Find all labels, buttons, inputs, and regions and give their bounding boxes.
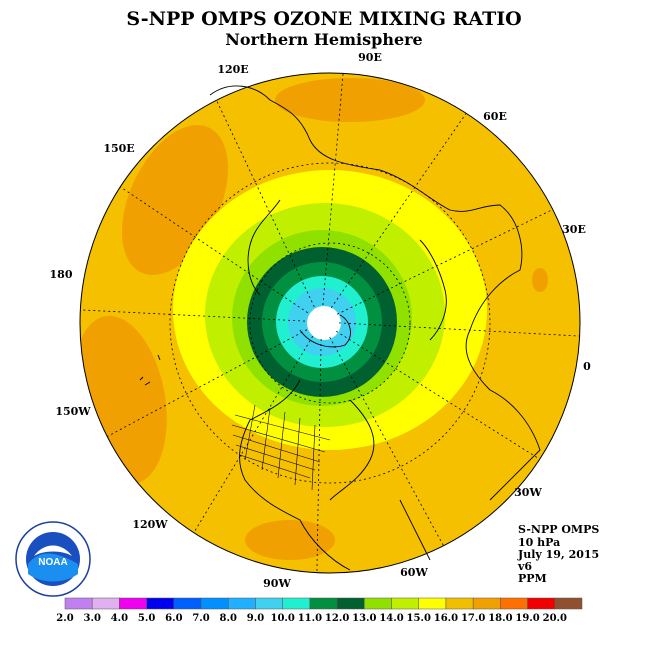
colorbar-tick-label: 4.0: [111, 613, 128, 624]
aleutians: [139, 354, 161, 386]
asia-east-coast: [247, 199, 281, 296]
meridian-line: [336, 330, 540, 460]
colorbar-swatch: [200, 597, 229, 610]
polar-night-gap: [307, 306, 341, 340]
page-subtitle: Northern Hemisphere: [225, 30, 423, 49]
lon-label-90e: 90E: [358, 51, 382, 64]
lon-label-60e: 60E: [483, 110, 507, 123]
coastlines: [139, 85, 541, 571]
colorbar-swatch: [364, 597, 392, 610]
colorbar: 2.0 3.0 4.0 5.0 6.0 7.0 8.0 9.0 10.0 11.0 12.0 13.0…: [56, 597, 583, 624]
colorbar-swatch: [418, 597, 447, 610]
europe-coast: [419, 239, 447, 341]
colorbar-swatch: [255, 597, 283, 610]
colorbar-swatch: [336, 597, 365, 610]
meridian-line: [216, 100, 315, 308]
colorbar-tick-label: 9.0: [247, 613, 264, 624]
colorbar-swatch: [64, 597, 93, 610]
colorbar-swatch: [500, 597, 528, 610]
colorbar-swatches: [64, 597, 583, 610]
colorbar-tick-label: 19.0: [515, 613, 539, 624]
colorbar-tick-label: 16.0: [434, 613, 458, 624]
ozone-field: [80, 73, 580, 573]
colorbar-swatch: [309, 597, 338, 610]
colorbar-tick-label: 13.0: [352, 613, 376, 624]
lon-label-30e: 30E: [562, 223, 586, 236]
colorbar-tick-label: 2.0: [56, 613, 73, 624]
longitude-labels: 90E 60E 30E 0 30W 60W 90W 120W 150W 180 …: [50, 51, 592, 590]
colorbar-swatch: [228, 597, 256, 610]
atlantic-coast: [329, 399, 375, 501]
colorbar-tick-label: 6.0: [165, 613, 182, 624]
colorbar-swatch: [391, 597, 419, 610]
colorbar-tick-label: 5.0: [138, 613, 155, 624]
colorbar-swatch: [282, 597, 311, 610]
meridian-line: [193, 336, 314, 533]
colorbar-tick-label: 8.0: [220, 613, 237, 624]
graticule: [169, 162, 491, 484]
lon-label-180: 180: [50, 268, 73, 281]
colorbar-tick-label: 18.0: [488, 613, 512, 624]
colorbar-ticks: 2.0 3.0 4.0 5.0 6.0 7.0 8.0 9.0 10.0 11.0 12.0 13.0…: [56, 613, 567, 624]
noaa-logo: NOAA: [15, 521, 91, 597]
colorbar-swatch: [119, 597, 147, 610]
colorbar-tick-label: 11.0: [298, 613, 322, 624]
colorbar-tick-label: 12.0: [325, 613, 349, 624]
colorbar-tick-label: 14.0: [379, 613, 403, 624]
us-state-lines: [231, 404, 331, 491]
colorbar-swatch: [472, 597, 501, 610]
colorbar-tick-label: 10.0: [271, 613, 295, 624]
patch-16-17: [532, 268, 548, 292]
colorbar-tick-label: 3.0: [84, 613, 101, 624]
patch-16-17: [275, 78, 425, 122]
meridian-line: [316, 338, 322, 573]
lon-label-30w: 30W: [514, 486, 542, 499]
page-title: S-NPP OMPS OZONE MIXING RATIO: [126, 8, 522, 30]
arctic-islands: [299, 314, 351, 348]
colorbar-swatch: [146, 597, 175, 610]
lon-label-150w: 150W: [55, 405, 91, 418]
info-units: PPM: [518, 572, 547, 585]
info-level: 10 hPa: [518, 536, 561, 549]
patch-16-17: [245, 520, 335, 560]
lon-label-120e: 120E: [217, 63, 248, 76]
info-version: v6: [518, 560, 533, 573]
south-america-coast: [399, 499, 431, 561]
lon-label-60w: 60W: [400, 566, 428, 579]
north-america-coast: [239, 379, 351, 571]
info-date: July 19, 2015: [518, 548, 600, 561]
lon-label-150e: 150E: [103, 142, 134, 155]
eurasia-africa-coast: [209, 85, 541, 501]
colorbar-tick-label: 17.0: [461, 613, 485, 624]
meridians: [80, 73, 580, 573]
meridian-line: [322, 73, 344, 306]
colorbar-swatch: [527, 597, 556, 610]
lon-label-120w: 120W: [132, 518, 168, 531]
map-boundary: [79, 72, 581, 574]
colorbar-swatch: [554, 597, 583, 610]
colorbar-tick-label: 20.0: [543, 613, 567, 624]
logo-text: NOAA: [38, 557, 67, 568]
info-instrument: S-NPP OMPS: [518, 523, 600, 536]
lon-label-0: 0: [583, 360, 591, 373]
colorbar-swatch: [173, 597, 202, 610]
lon-label-90w: 90W: [263, 577, 291, 590]
meridian-line: [338, 322, 580, 337]
colorbar-tick-label: 7.0: [192, 613, 209, 624]
colorbar-tick-label: 15.0: [407, 613, 431, 624]
colorbar-swatch: [445, 597, 474, 610]
colorbar-swatch: [91, 597, 120, 610]
